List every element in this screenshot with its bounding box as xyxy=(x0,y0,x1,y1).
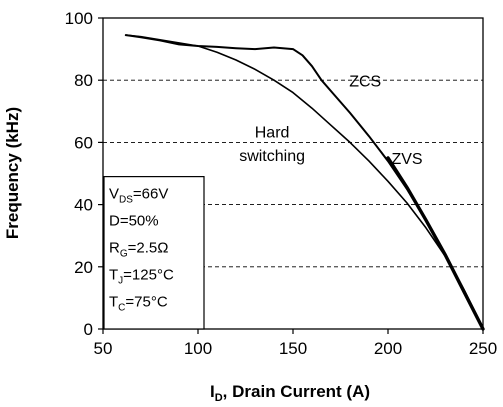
conditions-box-frame xyxy=(103,176,205,330)
y-axis-title: Frequency (kHz) xyxy=(3,107,22,239)
x-axis-title: ID, Drain Current (A) xyxy=(210,382,370,404)
ticks: 0 20 40 60 80 100 50 100 150 200 250 xyxy=(65,9,498,358)
annotation-zvs: ZVS xyxy=(391,151,422,168)
condition-4-sub: C xyxy=(118,303,125,314)
series xyxy=(124,34,485,331)
series-hard-switching xyxy=(125,34,484,330)
condition-3-main: T xyxy=(109,267,118,284)
condition-3: TJ=125°C xyxy=(109,267,174,287)
y-tick-label-60: 60 xyxy=(74,133,93,152)
condition-2-rest: =2.5Ω xyxy=(128,240,169,257)
series-zvs xyxy=(386,156,485,331)
condition-4-rest: =75°C xyxy=(125,294,167,311)
y-tick-label-80: 80 xyxy=(74,71,93,90)
y-tick-label-40: 40 xyxy=(74,196,93,215)
x-tick-label-150: 150 xyxy=(279,339,307,358)
x-tick-label-100: 100 xyxy=(184,339,212,358)
condition-2-main: R xyxy=(109,240,120,257)
x-axis-title-prefix: I xyxy=(210,382,215,401)
x-tick-label-250: 250 xyxy=(469,339,497,358)
y-tick-label-100: 100 xyxy=(65,9,93,28)
annotation-zcs: ZCS xyxy=(349,73,381,90)
condition-2-sub: G xyxy=(120,249,128,260)
condition-0-rest: =66V xyxy=(133,186,168,203)
y-tick-label-0: 0 xyxy=(84,320,93,339)
annotations: ZCS ZVS Hard switching xyxy=(239,73,422,168)
condition-4: TC=75°C xyxy=(109,294,168,314)
condition-3-rest: =125°C xyxy=(123,267,174,284)
condition-2: RG=2.5Ω xyxy=(109,240,168,260)
condition-3-sub: J xyxy=(118,276,123,287)
condition-0-sub: DS xyxy=(119,195,133,206)
x-axis-title-rest: , Drain Current (A) xyxy=(223,382,370,401)
annotation-switching: switching xyxy=(239,148,305,165)
y-tick-label-20: 20 xyxy=(74,258,93,277)
x-tick-label-200: 200 xyxy=(374,339,402,358)
condition-4-main: T xyxy=(109,294,118,311)
condition-1: D=50% xyxy=(109,213,159,230)
condition-1-main: D=50% xyxy=(109,213,159,230)
annotation-hard: Hard xyxy=(255,125,290,142)
condition-0: VDS=66V xyxy=(109,186,168,206)
x-tick-label-50: 50 xyxy=(94,339,113,358)
condition-0-main: V xyxy=(109,186,119,203)
x-axis-title-subscript: D xyxy=(215,392,223,404)
